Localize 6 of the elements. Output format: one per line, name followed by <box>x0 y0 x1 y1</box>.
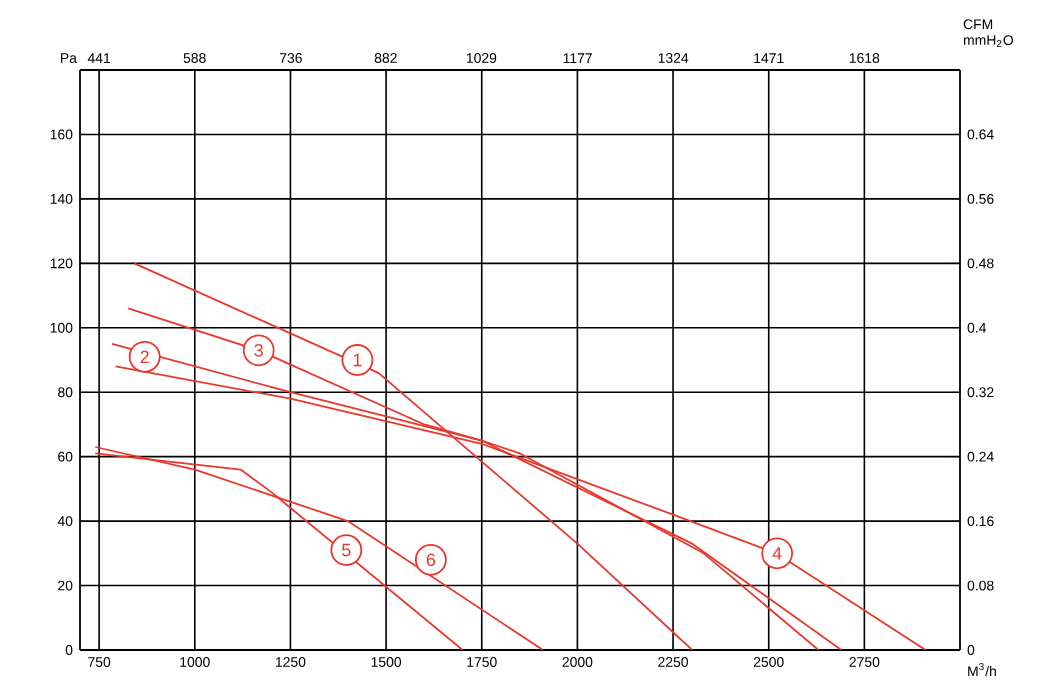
annotation: 4 <box>772 547 782 560</box>
annotation: 6 <box>426 553 436 567</box>
annotation: 5 <box>342 543 351 557</box>
annotation: 2 <box>140 350 149 364</box>
annotation: 1 <box>353 353 362 367</box>
annotation: 3 <box>254 343 263 357</box>
